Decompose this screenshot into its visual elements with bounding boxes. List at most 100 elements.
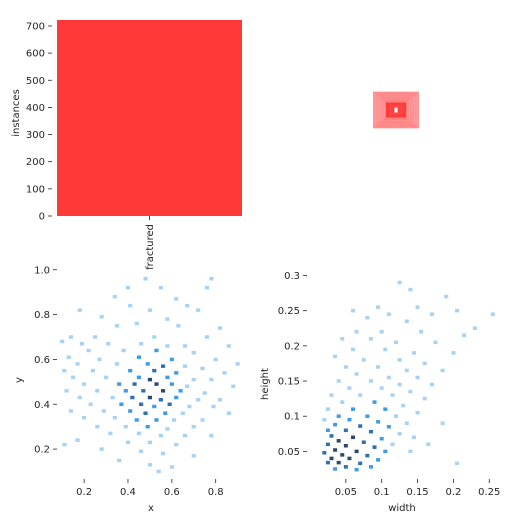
wh-cell: [408, 389, 413, 394]
xy-cell: [97, 357, 102, 362]
xy-cell: [77, 308, 82, 312]
wh-cell: [343, 428, 348, 433]
xy-cell: [114, 362, 120, 366]
wh-cell: [376, 458, 381, 462]
bbox-outline-2: [386, 103, 406, 117]
wh-cell: [333, 467, 338, 471]
wh-cell: [354, 372, 359, 376]
xy-cell: [117, 382, 122, 386]
wh-cell: [397, 280, 402, 285]
xy-cell: [209, 433, 214, 438]
xy-cell: [64, 389, 69, 393]
xy-cell: [158, 433, 163, 438]
wh-cell: [351, 308, 356, 313]
xy-cell: [112, 294, 117, 299]
xy-cell: [123, 389, 128, 393]
xy-x-tick-label: 0.8: [208, 487, 224, 498]
wh-cell: [347, 386, 352, 390]
wh-cell: [358, 393, 363, 397]
y-tick-label: 400: [26, 103, 45, 114]
wh-cell: [415, 305, 420, 309]
wh-cell: [444, 294, 449, 299]
wh-cell: [383, 347, 388, 352]
xy-cell: [165, 427, 170, 431]
xy-x-tick-label: 0.6: [164, 487, 180, 498]
bbox-outline-6: [384, 101, 408, 119]
xy-cell: [136, 355, 142, 359]
wh-cell: [343, 365, 348, 369]
xy-cell: [145, 424, 150, 429]
wh-cell: [336, 460, 341, 465]
wh-cell: [411, 435, 416, 440]
xy-cell: [160, 389, 166, 393]
y-tick-label: 100: [26, 184, 45, 195]
xy-cell: [125, 440, 131, 445]
xy-cell: [130, 395, 135, 400]
wh-cell: [354, 449, 359, 454]
wh-y-tick-label: 0.2: [284, 341, 300, 352]
xy-cell: [93, 335, 98, 339]
xy-cell: [174, 442, 179, 447]
wh-cell: [376, 305, 381, 309]
wh-cell: [415, 375, 420, 380]
bbox-outline-18: [376, 94, 416, 126]
wh-y-tick-label: 0.05: [278, 447, 300, 458]
bbox-outline-14: [379, 96, 413, 124]
width-axis-label: width: [388, 503, 416, 514]
xy-cell: [158, 285, 163, 290]
xy-cell: [106, 341, 111, 346]
xy-cell: [108, 431, 113, 436]
xy-cell: [99, 315, 104, 319]
xy-cell: [68, 335, 74, 339]
xy-cell: [119, 402, 124, 407]
bbox-outline-11: [381, 98, 411, 122]
width-height-heatmap-panel: width height 0.05 0.1 0.15 0.2 0.25 0.05 0.1 0.…: [260, 271, 500, 514]
xy-cell: [222, 371, 227, 375]
wh-cell: [361, 358, 366, 362]
bbox-outline-5: [384, 101, 408, 119]
xy-cell: [178, 389, 183, 393]
xy-cell: [200, 418, 205, 422]
wh-cell: [358, 424, 363, 428]
xy-cell: [200, 366, 205, 371]
box-overlay-panel: [373, 91, 419, 129]
xy-cell: [88, 402, 93, 407]
wh-cell: [322, 417, 327, 422]
wh-cell: [340, 453, 345, 457]
wh-cell: [433, 340, 438, 345]
wh-cell: [394, 340, 399, 345]
xy-cell: [147, 395, 152, 400]
xy-cell: [165, 317, 170, 321]
xy-cell: [226, 344, 231, 348]
xy-cell: [66, 355, 71, 359]
wh-cell: [454, 461, 459, 466]
wh-cell: [333, 422, 338, 427]
xy-cell: [154, 348, 159, 353]
wh-cell: [383, 407, 388, 411]
wh-cell: [472, 326, 477, 331]
wh-cell: [336, 439, 341, 443]
xy-cell: [196, 308, 201, 312]
wh-cell: [404, 368, 409, 373]
xy-y-tick-label: 0.6: [34, 355, 50, 366]
wh-cell: [408, 449, 413, 454]
wh-cell: [426, 442, 431, 447]
xy-cell: [152, 404, 157, 409]
xy-cell: [128, 303, 133, 308]
xy-cell: [160, 364, 166, 368]
xy-cell: [143, 411, 148, 415]
xy-cell: [121, 348, 126, 353]
xy-cell: [165, 344, 170, 348]
xy-cell: [176, 324, 181, 328]
xy-cell: [90, 368, 95, 373]
xy-cell: [143, 276, 148, 281]
xy-cell: [185, 303, 190, 308]
xy-cell: [123, 424, 128, 429]
wh-cell: [411, 351, 416, 355]
wh-cell: [372, 400, 377, 404]
wh-cell: [329, 393, 334, 397]
wh-cell: [365, 315, 370, 320]
xy-cell: [209, 276, 214, 281]
xy-cell: [103, 375, 109, 380]
xy-cell: [167, 402, 172, 407]
